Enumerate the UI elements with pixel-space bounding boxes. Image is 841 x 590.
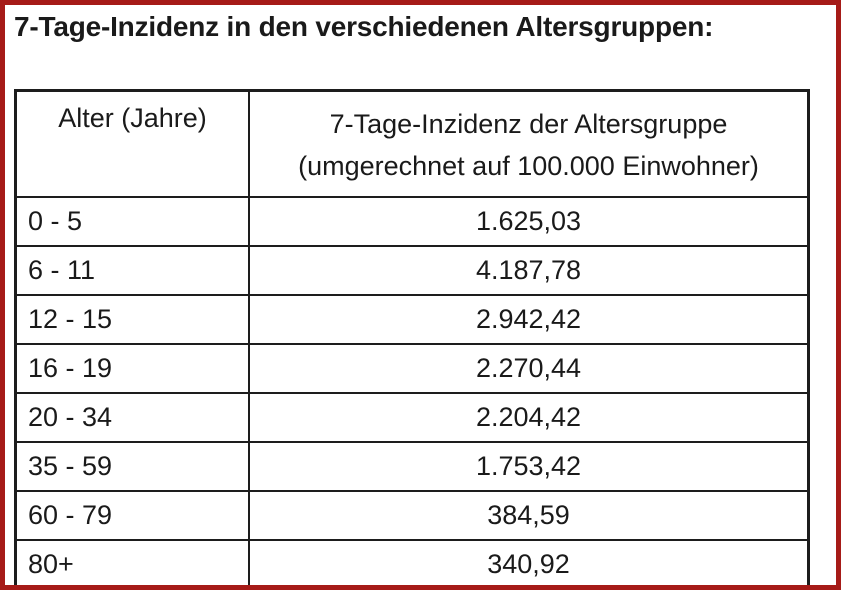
incidence-cell: 384,59 xyxy=(248,490,810,541)
age-cell: 20 - 34 xyxy=(14,392,250,443)
table-row: 60 - 79 384,59 xyxy=(14,490,810,541)
table-row: 16 - 19 2.270,44 xyxy=(14,343,810,394)
page-title: 7-Tage-Inzidenz in den verschiedenen Alt… xyxy=(14,11,714,42)
table-row: 12 - 15 2.942,42 xyxy=(14,294,810,345)
incidence-cell: 1.753,42 xyxy=(248,441,810,492)
incidence-header-line1: 7-Tage-Inzidenz der Altersgruppe xyxy=(329,109,728,139)
incidence-cell: 340,92 xyxy=(248,539,810,585)
header-row: Alter (Jahre) 7-Tage-Inzidenz der Alters… xyxy=(14,89,810,198)
table-row: 0 - 5 1.625,03 xyxy=(14,196,810,247)
page-content: 7-Tage-Inzidenz in den verschiedenen Alt… xyxy=(5,5,836,585)
age-cell: 12 - 15 xyxy=(14,294,250,345)
table-body: 0 - 5 1.625,03 6 - 11 4.187,78 12 - 15 2… xyxy=(14,196,810,585)
age-cell: 16 - 19 xyxy=(14,343,250,394)
age-column-header: Alter (Jahre) xyxy=(14,89,250,198)
table-row: 80+ 340,92 xyxy=(14,539,810,585)
age-cell: 0 - 5 xyxy=(14,196,250,247)
incidence-cell: 4.187,78 xyxy=(248,245,810,296)
table-header: Alter (Jahre) 7-Tage-Inzidenz der Alters… xyxy=(14,89,810,198)
incidence-cell: 2.270,44 xyxy=(248,343,810,394)
incidence-header-line2: (umgerechnet auf 100.000 Einwohner) xyxy=(298,151,759,181)
table-row: 20 - 34 2.204,42 xyxy=(14,392,810,443)
table-row: 35 - 59 1.753,42 xyxy=(14,441,810,492)
incidence-cell: 2.942,42 xyxy=(248,294,810,345)
age-cell: 80+ xyxy=(14,539,250,585)
table-row: 6 - 11 4.187,78 xyxy=(14,245,810,296)
incidence-cell: 1.625,03 xyxy=(248,196,810,247)
age-cell: 6 - 11 xyxy=(14,245,250,296)
age-cell: 35 - 59 xyxy=(14,441,250,492)
incidence-table: Alter (Jahre) 7-Tage-Inzidenz der Alters… xyxy=(14,89,810,585)
incidence-cell: 2.204,42 xyxy=(248,392,810,443)
age-cell: 60 - 79 xyxy=(14,490,250,541)
incidence-column-header: 7-Tage-Inzidenz der Altersgruppe (umgere… xyxy=(248,89,810,198)
